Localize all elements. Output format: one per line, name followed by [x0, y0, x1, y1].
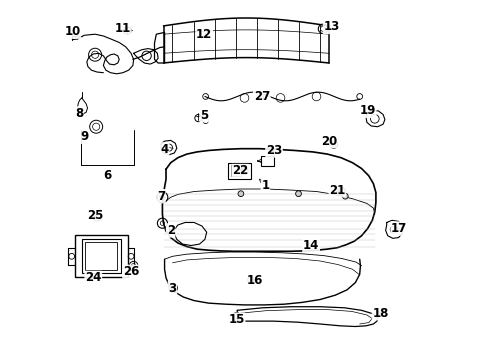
Text: 14: 14	[302, 239, 319, 252]
Text: 7: 7	[157, 190, 165, 203]
Text: 9: 9	[80, 130, 88, 143]
Text: 17: 17	[390, 222, 407, 235]
Text: 27: 27	[253, 90, 269, 103]
Circle shape	[342, 193, 347, 199]
Text: 25: 25	[87, 209, 103, 222]
Bar	[228, 163, 250, 179]
Bar	[75, 235, 127, 277]
Text: 13: 13	[323, 21, 339, 33]
Bar	[81, 239, 121, 273]
Text: 16: 16	[246, 274, 262, 287]
Text: 2: 2	[166, 224, 174, 237]
Bar	[260, 156, 274, 166]
Text: 26: 26	[122, 265, 139, 278]
Text: 20: 20	[320, 135, 337, 148]
Text: 4: 4	[160, 143, 168, 156]
Text: 6: 6	[102, 169, 111, 182]
Circle shape	[295, 191, 301, 197]
Text: 23: 23	[265, 144, 282, 157]
Text: 8: 8	[75, 107, 83, 120]
Text: 3: 3	[168, 282, 176, 294]
Text: 24: 24	[85, 271, 102, 284]
Text: 1: 1	[261, 179, 269, 192]
Circle shape	[238, 191, 244, 197]
Text: 18: 18	[372, 307, 388, 320]
Text: 12: 12	[196, 28, 212, 41]
Bar	[230, 165, 241, 176]
Text: 10: 10	[64, 25, 81, 38]
Text: 19: 19	[359, 104, 375, 117]
Text: 15: 15	[228, 313, 244, 326]
Text: 5: 5	[200, 109, 208, 122]
Text: 21: 21	[328, 184, 345, 197]
Text: 22: 22	[232, 165, 248, 177]
Bar	[85, 242, 117, 270]
Text: 11: 11	[115, 22, 131, 35]
